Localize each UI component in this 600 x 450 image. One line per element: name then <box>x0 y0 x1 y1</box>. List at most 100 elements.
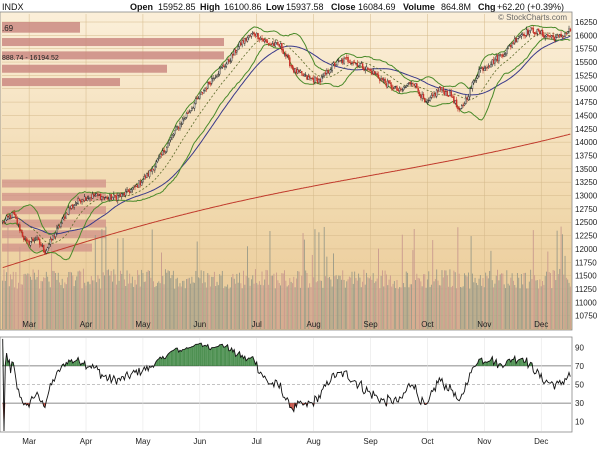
candle-body <box>285 53 287 57</box>
candle-body <box>353 62 356 64</box>
volume-bar <box>387 285 389 329</box>
candle-body <box>210 78 213 84</box>
volume-bar <box>355 278 357 329</box>
candle-body <box>306 75 308 80</box>
volume-bar <box>487 278 489 329</box>
candle-body <box>420 94 422 98</box>
volume-bar <box>237 282 239 329</box>
candle-body <box>3 221 5 223</box>
volume-bar <box>419 278 420 329</box>
rsi-overbought-fill <box>205 345 207 366</box>
volume-bar <box>19 246 21 329</box>
volume-bar <box>411 284 412 329</box>
volume-bar <box>274 288 276 329</box>
candle-body <box>37 237 40 240</box>
volume-bar <box>569 286 571 329</box>
candle-body <box>400 88 402 90</box>
volume-bar <box>336 279 338 329</box>
candle-body <box>335 64 337 66</box>
candle-body <box>339 60 341 62</box>
volume-bar <box>501 273 502 329</box>
candle-body <box>229 60 232 62</box>
ma200-line <box>2 133 571 269</box>
rsi-overbought-fill <box>178 350 180 366</box>
candle-body <box>556 35 558 38</box>
volume-bar <box>233 278 235 329</box>
volume-bar <box>499 274 501 329</box>
volume-bar <box>116 284 117 329</box>
volume-bar <box>364 284 366 329</box>
price-month-label: Sep <box>363 320 378 329</box>
volume-bar <box>311 254 313 329</box>
volume-bar <box>59 282 61 329</box>
open-value: 15952.85 <box>158 2 196 12</box>
candle-body <box>155 161 157 167</box>
candle-body <box>504 53 507 55</box>
candle-body <box>562 35 565 37</box>
candle-body <box>64 216 66 219</box>
candle-body <box>27 240 29 242</box>
volume-bar <box>330 279 332 329</box>
candle-body <box>514 38 516 44</box>
volume-bar <box>117 238 119 329</box>
candle-body <box>380 78 382 81</box>
candle-body <box>191 108 193 111</box>
price-tick-label: 13250 <box>575 178 598 187</box>
candle-body <box>561 35 564 38</box>
volume-bar <box>354 271 356 329</box>
candle-body <box>300 71 303 74</box>
volume-bar <box>225 286 227 329</box>
volume-bar <box>35 279 37 329</box>
candle-body <box>254 33 257 37</box>
candle-body <box>417 88 419 92</box>
candle-body <box>253 32 255 35</box>
candle-body <box>41 245 44 247</box>
rsi-overbought-fill <box>252 356 255 366</box>
candle-body <box>28 240 30 245</box>
candle-body <box>162 150 164 156</box>
volume-bar <box>239 272 240 329</box>
rsi-overbought-fill <box>202 345 204 366</box>
volume-bar <box>479 274 481 329</box>
candle-body <box>232 54 234 56</box>
candle-body <box>426 101 429 103</box>
volume-bar <box>397 288 399 329</box>
candle-body <box>130 189 132 193</box>
chg-label: Chg <box>478 2 496 12</box>
volume-bar <box>338 275 340 329</box>
volume-bars <box>2 226 571 329</box>
candle-body <box>559 34 561 36</box>
volume-bar <box>244 284 246 329</box>
candle-body <box>274 41 277 47</box>
rsi-overbought-fill <box>213 347 215 366</box>
volume-bar <box>556 230 558 329</box>
candle-body <box>425 101 427 103</box>
candle-body <box>475 77 478 81</box>
volume-bar <box>350 277 352 329</box>
volume-bar <box>23 274 25 329</box>
rsi-overbought-fill <box>179 350 182 366</box>
candle-body <box>34 238 37 241</box>
candle-body <box>527 29 529 35</box>
volume-bar <box>48 281 50 329</box>
candle-body <box>428 99 430 101</box>
rsi-overbought-fill <box>510 359 513 366</box>
candle-body <box>184 117 187 120</box>
volume-bar <box>216 281 218 329</box>
candle-body <box>446 90 449 97</box>
volume-bar <box>37 269 39 329</box>
volume-bar <box>133 286 135 329</box>
candle-body <box>533 32 536 35</box>
volume-bar <box>10 274 12 329</box>
volume-bar <box>208 274 210 329</box>
volume-by-price-bar <box>2 51 224 60</box>
rsi-overbought-fill <box>513 356 515 366</box>
volume-bar <box>413 229 415 329</box>
volume-bar <box>245 275 247 329</box>
candle-body <box>46 247 49 252</box>
volume-bar <box>277 280 279 329</box>
volume-bar <box>15 272 17 329</box>
rsi-overbought-fill <box>181 349 183 366</box>
volume-bar <box>561 234 563 329</box>
volume-bar <box>535 280 537 329</box>
